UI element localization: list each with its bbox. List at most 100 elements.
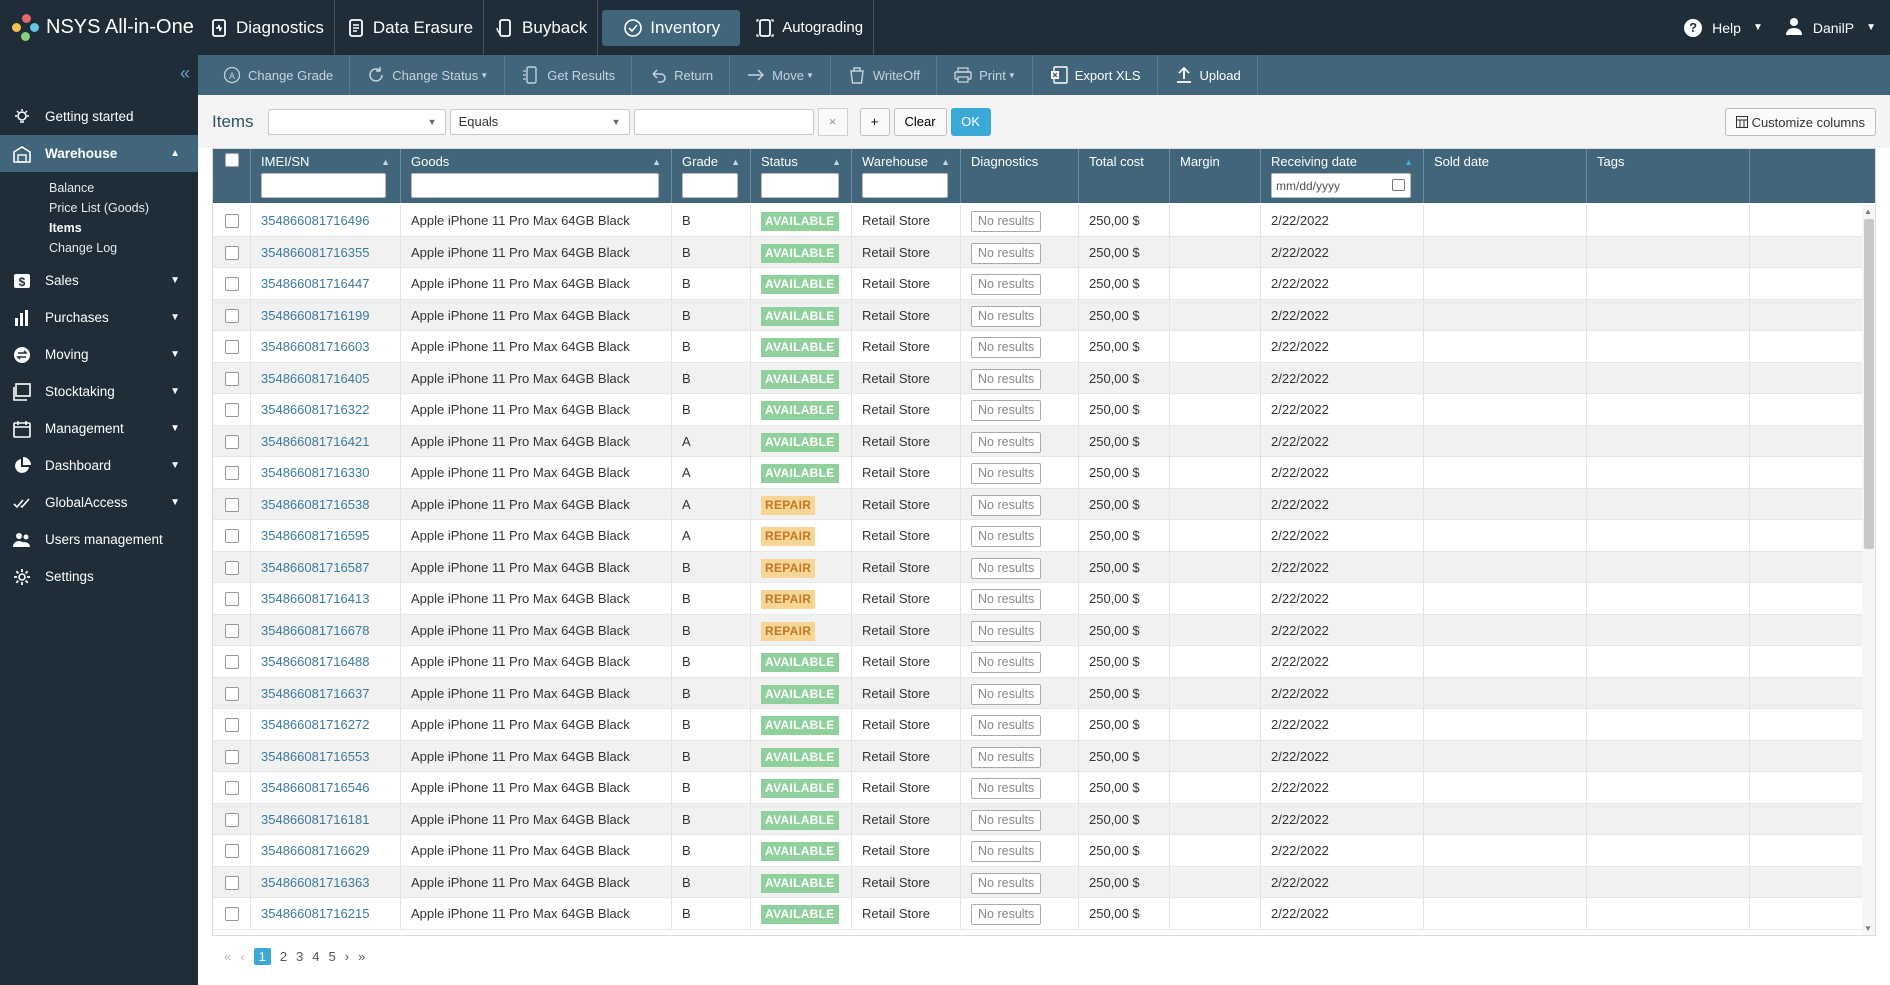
imei-link[interactable]: 354866081716215	[251, 898, 401, 930]
diagnostics-results-button[interactable]: No results	[971, 809, 1042, 831]
header-margin[interactable]: Margin	[1170, 149, 1261, 203]
header-imei[interactable]: IMEI/SN ▲	[251, 149, 401, 203]
table-row[interactable]: 354866081716538 Apple iPhone 11 Pro Max 6…	[213, 488, 1863, 520]
imei-link[interactable]: 354866081716546	[251, 772, 401, 804]
module-autograding[interactable]: Autograding	[744, 0, 875, 55]
imei-link[interactable]: 354866081716181	[251, 803, 401, 835]
imei-link[interactable]: 354866081716272	[251, 709, 401, 741]
imei-link[interactable]: 354866081716322	[251, 394, 401, 426]
change-status-button[interactable]: Change Status ▼	[350, 55, 506, 95]
row-checkbox[interactable]	[225, 907, 239, 921]
header-warehouse[interactable]: Warehouse ▲	[852, 149, 961, 203]
brand[interactable]: NSYS All-in-One	[0, 0, 198, 55]
row-checkbox[interactable]	[225, 592, 239, 606]
table-row[interactable]: 354866081716595 Apple iPhone 11 Pro Max 6…	[213, 520, 1863, 552]
row-checkbox[interactable]	[225, 655, 239, 669]
diagnostics-results-button[interactable]: No results	[971, 683, 1042, 705]
last-page-button[interactable]: »	[358, 948, 366, 964]
sidebar-item-warehouse[interactable]: Warehouse ▲	[0, 135, 198, 172]
diagnostics-results-button[interactable]: No results	[971, 841, 1042, 862]
table-row[interactable]: 354866081716421 Apple iPhone 11 Pro Max 6…	[213, 425, 1863, 457]
get-results-button[interactable]: Get Results	[505, 55, 633, 95]
module-buyback[interactable]: Buyback	[484, 0, 599, 55]
sidebar-item-stocktaking[interactable]: Stocktaking ▼	[0, 373, 198, 410]
select-all-checkbox[interactable]	[225, 153, 239, 167]
imei-link[interactable]: 354866081716330	[251, 457, 401, 489]
row-checkbox[interactable]	[225, 214, 239, 228]
row-checkbox[interactable]	[225, 497, 239, 512]
sidebar-item-globalaccess[interactable]: GlobalAccess ▼	[0, 484, 198, 521]
sidebar-item-getting-started[interactable]: Getting started	[0, 98, 198, 135]
next-page-button[interactable]: ›	[344, 948, 350, 964]
warehouse-filter-input[interactable]	[862, 173, 948, 198]
table-row[interactable]: 354866081716629 Apple iPhone 11 Pro Max 6…	[213, 835, 1863, 867]
diagnostics-results-button[interactable]: No results	[971, 872, 1042, 894]
clear-button[interactable]: Clear	[893, 107, 947, 136]
row-checkbox[interactable]	[225, 308, 239, 323]
row-checkbox[interactable]	[225, 623, 239, 638]
diagnostics-results-button[interactable]: No results	[971, 746, 1042, 768]
diagnostics-results-button[interactable]: No results	[971, 526, 1042, 547]
clear-value-button[interactable]: ×	[817, 107, 848, 136]
page-button[interactable]: 3	[296, 948, 304, 964]
sidebar-item-sales[interactable]: $ Sales ▼	[0, 262, 198, 299]
imei-link[interactable]: 354866081716447	[251, 268, 401, 300]
table-row[interactable]: 354866081716603 Apple iPhone 11 Pro Max 6…	[213, 331, 1863, 363]
table-row[interactable]: 354866081716355 Apple iPhone 11 Pro Max 6…	[213, 236, 1863, 268]
status-filter-input[interactable]	[761, 173, 839, 198]
sort-icon[interactable]: ▲	[941, 157, 950, 167]
table-row[interactable]: 354866081716199 Apple iPhone 11 Pro Max 6…	[213, 299, 1863, 331]
diagnostics-results-button[interactable]: No results	[971, 557, 1042, 579]
header-total-cost[interactable]: Total cost	[1079, 149, 1170, 203]
row-checkbox[interactable]	[225, 403, 239, 417]
customize-columns-button[interactable]: Customize columns	[1724, 108, 1876, 136]
table-row[interactable]: 354866081716322 Apple iPhone 11 Pro Max 6…	[213, 394, 1863, 426]
header-diagnostics[interactable]: Diagnostics	[961, 149, 1079, 203]
row-checkbox[interactable]	[225, 749, 239, 764]
diagnostics-results-button[interactable]: No results	[971, 620, 1042, 642]
diagnostics-results-button[interactable]: No results	[971, 652, 1042, 673]
prev-page-button[interactable]: ‹	[240, 948, 245, 964]
table-row[interactable]: 354866081716413 Apple iPhone 11 Pro Max 6…	[213, 583, 1863, 615]
scrollbar-thumb[interactable]	[1864, 219, 1874, 549]
table-row[interactable]: 354866081716363 Apple iPhone 11 Pro Max 6…	[213, 866, 1863, 898]
filter-operator-select[interactable]: Equals ▼	[449, 108, 630, 135]
sidebar-item-moving[interactable]: Moving ▼	[0, 336, 198, 373]
row-checkbox[interactable]	[225, 434, 239, 449]
receiving-date-filter-input[interactable]: mm/dd/yyyy	[1271, 173, 1411, 198]
row-checkbox[interactable]	[225, 781, 239, 795]
imei-link[interactable]: 354866081716629	[251, 835, 401, 867]
export-xls-button[interactable]: Export XLS	[1033, 55, 1158, 95]
row-checkbox[interactable]	[225, 812, 239, 827]
imei-link[interactable]: 354866081716421	[251, 425, 401, 457]
imei-link[interactable]: 354866081716595	[251, 520, 401, 552]
help-menu[interactable]: ? Help ▼	[1684, 18, 1763, 37]
sidebar-item-management[interactable]: Management ▼	[0, 410, 198, 447]
diagnostics-results-button[interactable]: No results	[971, 463, 1042, 484]
row-checkbox[interactable]	[225, 718, 239, 732]
filter-field-select[interactable]: ▼	[267, 108, 446, 135]
change-grade-button[interactable]: A Change Grade	[206, 55, 351, 95]
sort-active-icon[interactable]: ▲	[1404, 157, 1413, 167]
filter-value-input[interactable]	[633, 108, 814, 135]
sidebar-item-users-management[interactable]: Users management	[0, 521, 198, 558]
header-sold-date[interactable]: Sold date	[1424, 149, 1587, 203]
sidebar-item-purchases[interactable]: Purchases ▼	[0, 299, 198, 336]
sort-icon[interactable]: ▲	[381, 157, 390, 167]
add-filter-button[interactable]: +	[859, 107, 890, 136]
table-row[interactable]: 354866081716215 Apple iPhone 11 Pro Max 6…	[213, 898, 1863, 930]
table-row[interactable]: 354866081716637 Apple iPhone 11 Pro Max 6…	[213, 677, 1863, 709]
goods-filter-input[interactable]	[411, 173, 659, 198]
table-row[interactable]: 354866081716678 Apple iPhone 11 Pro Max 6…	[213, 614, 1863, 646]
diagnostics-results-button[interactable]: No results	[971, 589, 1042, 610]
header-grade[interactable]: Grade ▲	[672, 149, 751, 203]
row-checkbox[interactable]	[225, 529, 239, 543]
diagnostics-results-button[interactable]: No results	[971, 337, 1042, 358]
page-button[interactable]: 5	[328, 948, 336, 964]
table-row[interactable]: 354866081716496 Apple iPhone 11 Pro Max 6…	[213, 205, 1863, 237]
table-row[interactable]: 354866081716546 Apple iPhone 11 Pro Max 6…	[213, 772, 1863, 804]
imei-link[interactable]: 354866081716355	[251, 236, 401, 268]
collapse-sidebar-icon[interactable]: «	[179, 63, 190, 83]
submenu-item-change-log[interactable]: Change Log	[49, 241, 118, 255]
submenu-item-items[interactable]: Items	[49, 221, 82, 235]
